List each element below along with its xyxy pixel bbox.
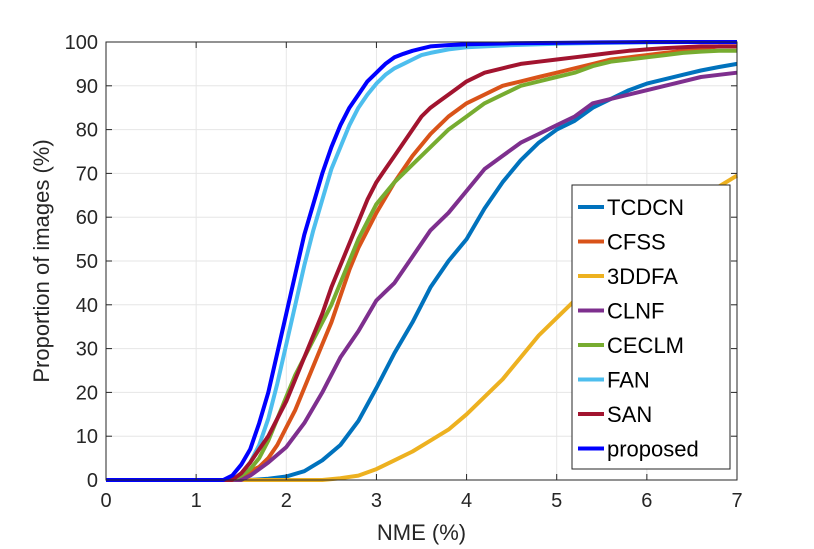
x-axis-label: NME (%) <box>377 520 466 545</box>
legend-label-ceclm: CECLM <box>607 333 684 358</box>
x-tick-label: 5 <box>551 490 562 512</box>
x-tick-label: 7 <box>731 490 742 512</box>
y-axis-label: Proportion of images (%) <box>29 139 54 382</box>
y-tick-label: 30 <box>76 339 98 361</box>
y-tick-label: 20 <box>76 382 98 404</box>
y-tick-label: 80 <box>76 120 98 142</box>
y-tick-label: 60 <box>76 207 98 229</box>
y-tick-label: 90 <box>76 76 98 98</box>
legend: TCDCN CFSS 3DDFA CLNF CECLM FAN SAN proposed <box>571 184 731 470</box>
x-tick-label: 0 <box>100 490 111 512</box>
x-tick-label: 6 <box>641 490 652 512</box>
legend-box <box>571 184 731 470</box>
y-tick-label: 70 <box>76 163 98 185</box>
x-tick-label: 3 <box>371 490 382 512</box>
series-line-cfss <box>106 44 737 482</box>
series-line-tcdcn <box>106 61 738 482</box>
y-tick-label: 10 <box>76 426 98 448</box>
x-tick-label: 1 <box>191 490 202 512</box>
x-tick-label: 2 <box>281 490 292 512</box>
y-tick-label: 40 <box>76 295 98 317</box>
legend-label-cfss: CFSS <box>607 230 666 255</box>
legend-label-fan: FAN <box>607 368 650 393</box>
series-line-fan <box>106 40 737 482</box>
y-tick-label: 50 <box>76 251 98 273</box>
legend-label-proposed: proposed <box>607 437 699 462</box>
series-line-san <box>106 44 737 482</box>
x-tick-label: 4 <box>461 490 472 512</box>
legend-label-3ddfa: 3DDFA <box>607 264 678 289</box>
y-tick-label: 0 <box>87 470 98 492</box>
series-line-proposed <box>106 40 737 482</box>
legend-label-clnf: CLNF <box>607 299 664 324</box>
series-line-clnf <box>106 70 738 482</box>
legend-label-san: SAN <box>607 402 652 427</box>
y-tick-label: 100 <box>65 32 98 54</box>
legend-label-tcdcn: TCDCN <box>607 195 684 220</box>
